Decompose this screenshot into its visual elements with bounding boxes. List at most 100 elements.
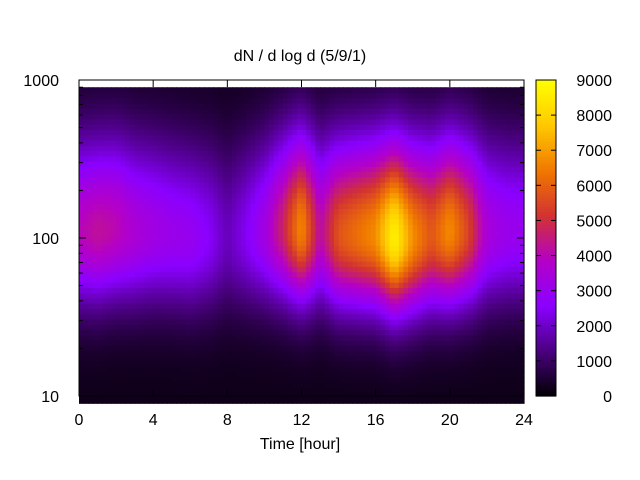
- heatmap-cell: [454, 261, 460, 267]
- heatmap-cell: [320, 239, 326, 246]
- heatmap-cell: [366, 292, 372, 299]
- heatmap-cell: [143, 287, 150, 294]
- heatmap-cell: [88, 197, 94, 204]
- heatmap-cell: [148, 208, 154, 215]
- heatmap-cell: [231, 313, 238, 320]
- heatmap-cell: [176, 224, 182, 231]
- heatmap-cell: [143, 313, 150, 320]
- heatmap-cell: [245, 224, 252, 231]
- heatmap-cell: [315, 340, 321, 346]
- heatmap-cell: [408, 203, 414, 209]
- heatmap-cell: [329, 155, 335, 162]
- heatmap-cell: [422, 340, 428, 346]
- heatmap-cell: [129, 355, 136, 362]
- heatmap-cell: [199, 250, 205, 257]
- heatmap-cell: [301, 376, 307, 383]
- heatmap-cell: [278, 297, 284, 304]
- heatmap-cell: [412, 276, 418, 283]
- heatmap-cell: [296, 134, 303, 141]
- heatmap-cell: [347, 192, 354, 199]
- heatmap-cell: [180, 255, 187, 262]
- heatmap-cell: [338, 382, 344, 389]
- heatmap-cell: [199, 139, 205, 146]
- heatmap-cell: [259, 118, 266, 125]
- heatmap-cell: [227, 261, 233, 267]
- heatmap-cell: [88, 292, 94, 299]
- heatmap-cell: [292, 208, 298, 215]
- heatmap-cell: [380, 303, 386, 310]
- heatmap-cell: [157, 113, 164, 120]
- heatmap-cell: [361, 182, 367, 188]
- heatmap-cell: [306, 371, 312, 378]
- heatmap-cell: [79, 203, 85, 209]
- heatmap-cell: [273, 213, 279, 220]
- heatmap-cell: [143, 250, 150, 257]
- heatmap-cell: [371, 266, 377, 273]
- heatmap-cell: [255, 382, 261, 389]
- heatmap-cell: [218, 134, 224, 141]
- heatmap-cell: [79, 171, 85, 178]
- heatmap-cell: [176, 171, 182, 178]
- heatmap-cell: [347, 382, 354, 389]
- heatmap-cell: [245, 287, 252, 294]
- heatmap-cell: [301, 118, 307, 125]
- heatmap-cell: [357, 366, 363, 373]
- heatmap-cell: [218, 287, 224, 294]
- heatmap-cell: [79, 239, 85, 246]
- heatmap-cell: [264, 213, 270, 220]
- heatmap-cell: [357, 387, 363, 394]
- heatmap-cell: [92, 387, 99, 394]
- heatmap-cell: [116, 234, 122, 241]
- heatmap-cell: [287, 224, 293, 231]
- heatmap-cell: [282, 234, 289, 241]
- heatmap-cell: [384, 208, 391, 215]
- heatmap-cell: [148, 371, 154, 378]
- heatmap-cell: [361, 103, 367, 109]
- heatmap-cell: [139, 318, 145, 325]
- heatmap-cell: [398, 334, 405, 341]
- heatmap-cell: [431, 361, 437, 367]
- heatmap-cell: [92, 166, 99, 173]
- heatmap-cell: [116, 261, 122, 267]
- heatmap-cell: [92, 340, 99, 346]
- heatmap-cell: [143, 160, 150, 167]
- heatmap-cell: [324, 87, 330, 94]
- heatmap-cell: [338, 255, 344, 262]
- heatmap-cell: [255, 255, 261, 262]
- heatmap-cell: [218, 355, 224, 362]
- heatmap-cell: [102, 208, 108, 215]
- heatmap-cell: [255, 297, 261, 304]
- heatmap-cell: [357, 318, 363, 325]
- heatmap-cell: [333, 103, 340, 109]
- heatmap-cell: [296, 292, 303, 299]
- heatmap-cell: [347, 92, 354, 99]
- heatmap-cell: [366, 239, 372, 246]
- heatmap-cell: [171, 297, 177, 304]
- heatmap-cell: [143, 266, 150, 273]
- heatmap-cell: [162, 92, 168, 99]
- heatmap-cell: [375, 103, 381, 109]
- heatmap-cell: [97, 155, 103, 162]
- heatmap-cell: [389, 350, 395, 357]
- heatmap-cell: [375, 113, 381, 120]
- heatmap-cell: [194, 145, 201, 152]
- heatmap-cell: [157, 103, 164, 109]
- heatmap-cell: [435, 145, 442, 152]
- heatmap-cell: [315, 139, 321, 146]
- heatmap-cell: [194, 87, 201, 94]
- heatmap-cell: [380, 234, 386, 241]
- heatmap-cell: [422, 397, 428, 404]
- heatmap-cell: [157, 297, 164, 304]
- heatmap-cell: [445, 376, 451, 383]
- heatmap-cell: [116, 313, 122, 320]
- heatmap-cell: [408, 318, 414, 325]
- heatmap-cell: [445, 355, 451, 362]
- heatmap-cell: [97, 197, 103, 204]
- heatmap-cell: [222, 371, 228, 378]
- heatmap-cell: [333, 387, 340, 394]
- heatmap-cell: [194, 103, 201, 109]
- heatmap-cell: [394, 155, 400, 162]
- heatmap-cell: [422, 171, 428, 178]
- heatmap-cell: [394, 113, 400, 120]
- heatmap-cell: [384, 334, 391, 341]
